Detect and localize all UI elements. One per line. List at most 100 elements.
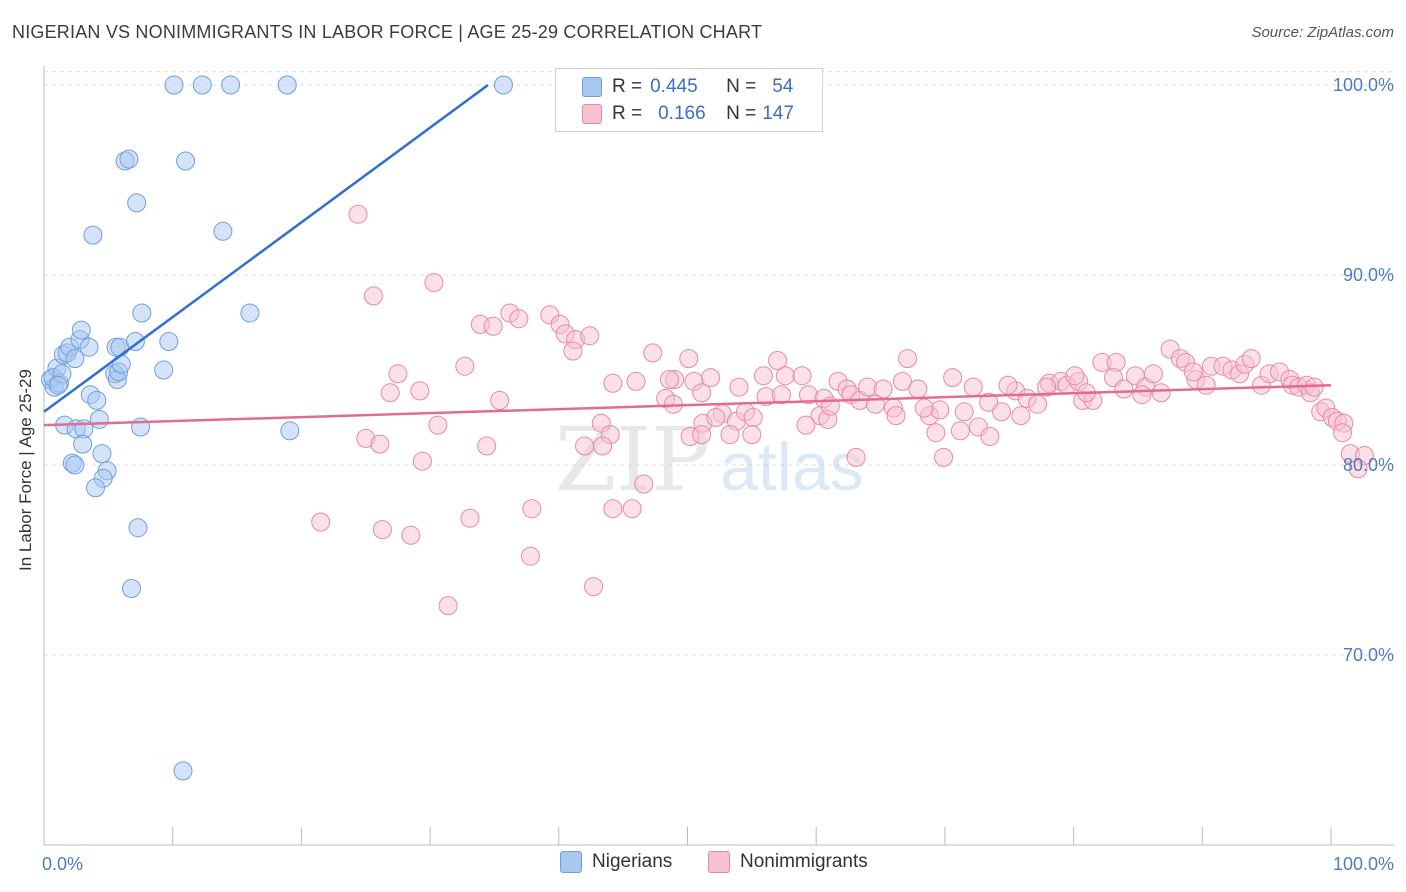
legend-r-label: R = [612,103,643,124]
data-point [563,341,583,361]
data-point [796,415,816,435]
legend-r-value: 0.166 [658,103,706,124]
data-point [348,204,368,224]
trend-line-nonimmigrants [43,383,1332,427]
data-point [580,326,600,346]
data-point [706,408,726,427]
data-point [128,518,148,538]
data-point [898,349,918,369]
axes [43,66,1394,846]
data-point [460,508,480,528]
data-point [388,364,408,384]
legend-n-label: N = [726,103,757,124]
data-point [980,427,1000,446]
data-point [771,385,791,405]
data-point [1348,459,1368,479]
data-point [83,225,103,245]
series-nonimmigrants [311,204,1374,616]
data-point [154,360,174,380]
data-point [729,377,749,397]
data-point [792,366,812,386]
y-tick-label: 100.0% [1333,75,1394,95]
correlation-legend: R = 0.445 N = 54 R = 0.166 N = 147 [555,68,823,132]
legend-n-value: 54 [772,76,794,97]
data-point [127,193,147,213]
legend-label-nigerians: Nigerians [592,851,673,872]
data-point [1333,423,1353,443]
data-point [1151,383,1171,403]
data-point [71,320,91,340]
data-point [125,332,145,351]
legend-swatch-nonimmigrants [582,104,602,124]
data-point [240,303,260,323]
data-point [886,406,906,426]
data-point [1143,364,1163,384]
legend-row-nonimmigrants: R = 0.166 N = 147 [582,101,794,127]
y-tick-label: 80.0% [1343,455,1394,475]
data-point [575,436,595,456]
data-point [926,423,946,443]
data-point [424,273,444,293]
data-point [159,332,179,351]
data-point [65,455,85,475]
data-point [87,390,107,410]
data-point [659,370,679,389]
data-point [892,371,912,391]
data-point [410,381,430,401]
data-point [122,579,142,598]
legend-r-value: 0.445 [650,76,698,97]
data-point [164,75,184,95]
data-point [428,415,448,435]
data-point [213,221,233,241]
data-point [277,75,297,95]
data-point [908,379,928,399]
data-point [520,546,540,566]
data-point [85,478,105,498]
data-point [89,409,109,429]
data-point [192,75,212,95]
data-point [753,366,773,386]
series-legend: Nigerians Nonimmigrants [0,851,1406,879]
legend-item-nonimmigrants[interactable]: Nonimmigrants [708,851,868,873]
data-point [950,421,970,441]
data-point [48,375,68,395]
x-tick-label: 0.0% [42,854,83,874]
data-point [992,402,1012,422]
data-point [692,425,712,445]
data-point [1132,385,1152,405]
data-point [720,425,740,445]
legend-row-nigerians: R = 0.445 N = 54 [582,74,793,100]
watermark-atlas: atlas [720,429,864,505]
data-point [493,75,513,95]
data-point [401,525,421,545]
data-point [490,390,510,410]
data-point [934,447,954,467]
data-point [593,436,613,456]
data-point [92,444,112,464]
legend-item-nigerians[interactable]: Nigerians [560,851,672,873]
data-point [370,434,390,454]
y-tick-label: 70.0% [1343,645,1394,665]
data-point [412,451,432,471]
data-point [1114,379,1134,399]
data-point [1183,362,1203,382]
watermark: ZIP atlas [555,408,864,511]
data-point [1011,406,1031,426]
data-point [584,577,604,597]
legend-r-label: R = [612,76,643,97]
chart-title: NIGERIAN VS NONIMMIGRANTS IN LABOR FORCE… [12,22,763,42]
data-point [701,368,721,388]
data-point [622,499,642,519]
data-point [692,383,712,403]
trend-line-nigerians [43,83,489,413]
legend-swatch-nonimmigrants [708,851,730,873]
data-point [768,351,788,370]
data-point [603,373,623,393]
data-point [438,596,458,616]
data-point [963,377,983,397]
data-point [846,447,866,467]
data-point [363,286,383,306]
watermark-zip: ZIP [555,408,710,511]
x-tick-label: 100.0% [1333,854,1394,874]
